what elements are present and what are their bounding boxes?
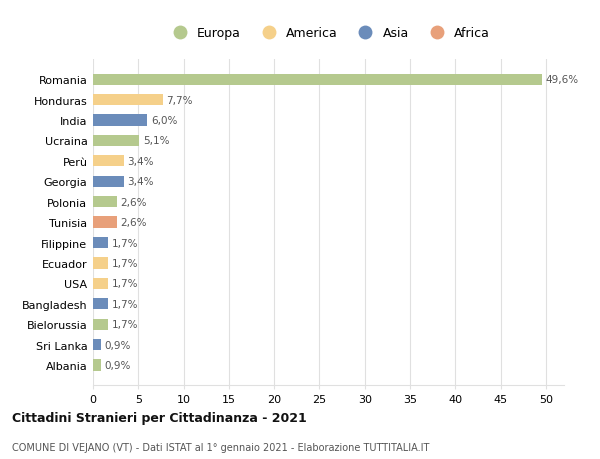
- Bar: [93, 95, 163, 106]
- Bar: [93, 298, 109, 310]
- Text: 1,7%: 1,7%: [112, 279, 139, 289]
- Text: 49,6%: 49,6%: [546, 75, 579, 85]
- Text: 1,7%: 1,7%: [112, 299, 139, 309]
- Text: 3,4%: 3,4%: [127, 157, 154, 167]
- Bar: [93, 156, 124, 167]
- Bar: [93, 74, 542, 86]
- Text: COMUNE DI VEJANO (VT) - Dati ISTAT al 1° gennaio 2021 - Elaborazione TUTTITALIA.: COMUNE DI VEJANO (VT) - Dati ISTAT al 1°…: [12, 442, 430, 452]
- Bar: [93, 278, 109, 289]
- Bar: [93, 115, 148, 126]
- Legend: Europa, America, Asia, Africa: Europa, America, Asia, Africa: [163, 23, 494, 44]
- Bar: [93, 339, 101, 350]
- Text: 0,9%: 0,9%: [105, 340, 131, 350]
- Text: 1,7%: 1,7%: [112, 258, 139, 269]
- Text: 1,7%: 1,7%: [112, 238, 139, 248]
- Bar: [93, 359, 101, 371]
- Text: 5,1%: 5,1%: [143, 136, 169, 146]
- Bar: [93, 196, 116, 208]
- Text: 2,6%: 2,6%: [120, 218, 146, 228]
- Bar: [93, 319, 109, 330]
- Bar: [93, 237, 109, 249]
- Text: 0,9%: 0,9%: [105, 360, 131, 370]
- Bar: [93, 176, 124, 187]
- Text: 1,7%: 1,7%: [112, 319, 139, 330]
- Text: Cittadini Stranieri per Cittadinanza - 2021: Cittadini Stranieri per Cittadinanza - 2…: [12, 412, 307, 425]
- Text: 6,0%: 6,0%: [151, 116, 178, 126]
- Bar: [93, 258, 109, 269]
- Text: 7,7%: 7,7%: [166, 95, 193, 106]
- Text: 2,6%: 2,6%: [120, 197, 146, 207]
- Bar: [93, 217, 116, 228]
- Bar: [93, 135, 139, 147]
- Text: 3,4%: 3,4%: [127, 177, 154, 187]
